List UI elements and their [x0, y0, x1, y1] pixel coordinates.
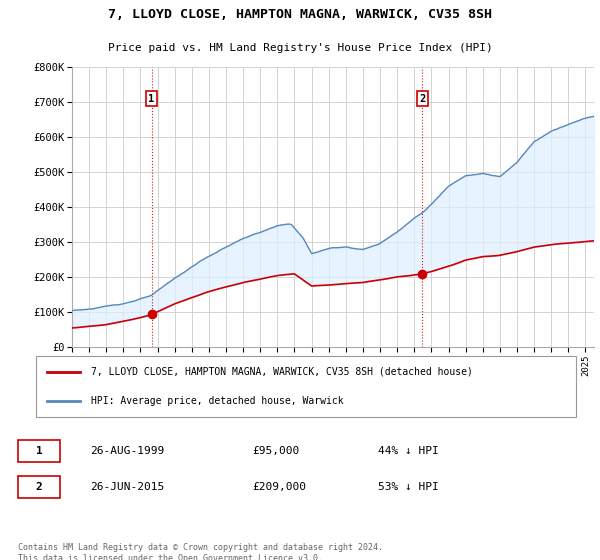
FancyBboxPatch shape: [35, 356, 577, 417]
Text: 7, LLOYD CLOSE, HAMPTON MAGNA, WARWICK, CV35 8SH (detached house): 7, LLOYD CLOSE, HAMPTON MAGNA, WARWICK, …: [91, 367, 473, 377]
Text: 1: 1: [35, 446, 43, 456]
Text: Price paid vs. HM Land Registry's House Price Index (HPI): Price paid vs. HM Land Registry's House …: [107, 43, 493, 53]
Text: 2: 2: [419, 94, 425, 104]
Text: 2: 2: [35, 482, 43, 492]
FancyBboxPatch shape: [18, 440, 60, 462]
Text: 7, LLOYD CLOSE, HAMPTON MAGNA, WARWICK, CV35 8SH: 7, LLOYD CLOSE, HAMPTON MAGNA, WARWICK, …: [108, 8, 492, 21]
Text: 53% ↓ HPI: 53% ↓ HPI: [378, 482, 439, 492]
Text: HPI: Average price, detached house, Warwick: HPI: Average price, detached house, Warw…: [91, 396, 343, 406]
FancyBboxPatch shape: [18, 476, 60, 498]
Text: Contains HM Land Registry data © Crown copyright and database right 2024.
This d: Contains HM Land Registry data © Crown c…: [18, 543, 383, 560]
Text: 26-AUG-1999: 26-AUG-1999: [90, 446, 164, 456]
Text: £209,000: £209,000: [252, 482, 306, 492]
Text: £95,000: £95,000: [252, 446, 299, 456]
Text: 44% ↓ HPI: 44% ↓ HPI: [378, 446, 439, 456]
Text: 1: 1: [148, 94, 155, 104]
Text: 26-JUN-2015: 26-JUN-2015: [90, 482, 164, 492]
